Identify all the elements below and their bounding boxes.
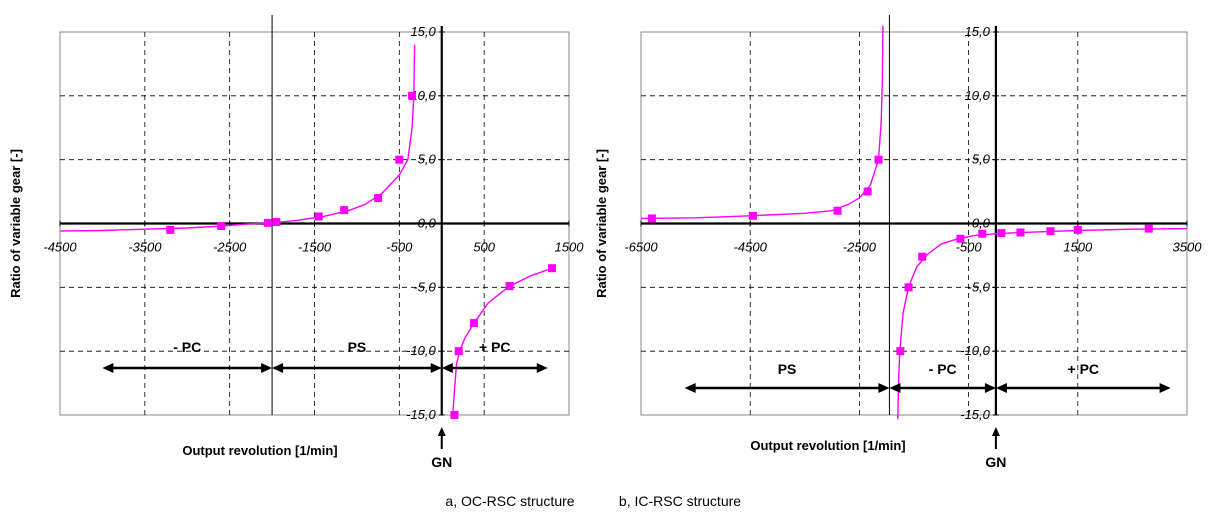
data-point bbox=[469, 319, 478, 328]
gn-arrow-head bbox=[991, 427, 1000, 436]
data-point bbox=[1046, 227, 1055, 236]
x-tick-label: -2500 bbox=[843, 240, 877, 255]
data-point bbox=[450, 411, 459, 419]
data-point bbox=[395, 155, 404, 164]
x-tick-label: -500 bbox=[386, 240, 413, 255]
data-point bbox=[997, 229, 1006, 238]
y-tick-label: 10,0 bbox=[410, 88, 436, 103]
y-axis-title: Ratio of variable gear [-] bbox=[594, 149, 609, 298]
data-point bbox=[833, 206, 842, 215]
region-arrow-head-left bbox=[889, 383, 901, 393]
x-tick-label: -4500 bbox=[43, 240, 77, 255]
data-point bbox=[647, 214, 656, 223]
y-tick-label: -5,0 bbox=[413, 279, 436, 294]
y-tick-label: 0,0 bbox=[972, 216, 991, 231]
region-label: PS bbox=[778, 361, 797, 377]
x-tick-label: 1500 bbox=[1063, 240, 1093, 255]
region-arrow-head-right bbox=[430, 363, 442, 373]
region-arrow-head-left bbox=[272, 363, 284, 373]
x-tick-label: -6500 bbox=[624, 240, 658, 255]
x-tick-label: 1500 bbox=[555, 240, 585, 255]
data-point bbox=[1144, 224, 1153, 233]
chart-ic-rsc: -6500 -4500 -2500 -500 1500 3500 15,0 10,0 5,0 0,… bbox=[594, 15, 1202, 470]
gn-marker-label: GN bbox=[431, 454, 452, 470]
region-arrow-head-left bbox=[441, 363, 453, 373]
data-point bbox=[505, 282, 514, 291]
y-tick-label: 15,0 bbox=[965, 24, 991, 39]
region-arrow-head-right bbox=[878, 383, 890, 393]
y-tick-label: 10,0 bbox=[965, 88, 991, 103]
data-point bbox=[1016, 228, 1025, 237]
data-point bbox=[166, 225, 175, 234]
region-arrow-head-right bbox=[1159, 383, 1171, 393]
x-tick-label: -3500 bbox=[128, 240, 162, 255]
data-point bbox=[217, 222, 226, 231]
x-tick-label: -4500 bbox=[734, 240, 768, 255]
data-point bbox=[454, 347, 463, 356]
x-tick-label: -500 bbox=[956, 240, 983, 255]
gn-marker-label: GN bbox=[985, 454, 1006, 470]
region-label: - PC bbox=[929, 361, 957, 377]
region-label: + PC bbox=[479, 339, 511, 355]
caption-oc-rsc: a, OC-RSC structure bbox=[445, 493, 574, 509]
data-point bbox=[272, 217, 281, 226]
y-tick-label: 15,0 bbox=[410, 24, 436, 39]
y-tick-label: 5,0 bbox=[418, 152, 437, 167]
region-label: PS bbox=[348, 339, 367, 355]
y-axis-title: Ratio of variable gear [-] bbox=[8, 149, 23, 298]
series-line bbox=[897, 227, 1187, 419]
x-tick-label: 500 bbox=[473, 240, 495, 255]
region-arrow-head-left bbox=[995, 383, 1007, 393]
series-line bbox=[641, 25, 884, 220]
x-tick-label: 3500 bbox=[1173, 240, 1203, 255]
x-tick-label: -2500 bbox=[213, 240, 247, 255]
data-point bbox=[408, 91, 417, 100]
x-tick-label: -1500 bbox=[298, 240, 332, 255]
y-tick-label: 5,0 bbox=[972, 152, 991, 167]
data-point bbox=[863, 187, 872, 196]
region-arrow-head-right bbox=[536, 363, 548, 373]
series-line bbox=[60, 44, 416, 232]
region-arrow-head-left bbox=[684, 383, 696, 393]
data-point bbox=[548, 264, 557, 273]
series-line bbox=[452, 267, 553, 416]
x-axis-title: Output revolution [1/min] bbox=[750, 438, 905, 453]
y-tick-label: -15,0 bbox=[960, 407, 990, 422]
data-point bbox=[896, 347, 905, 356]
data-point bbox=[918, 252, 927, 261]
data-point bbox=[874, 155, 883, 164]
y-tick-label: -5,0 bbox=[967, 279, 990, 294]
y-tick-label: -10,0 bbox=[960, 343, 990, 358]
region-label: + PC bbox=[1068, 361, 1100, 377]
x-axis-title: Output revolution [1/min] bbox=[182, 443, 337, 458]
region-arrow-head-right bbox=[984, 383, 996, 393]
data-point bbox=[904, 283, 913, 292]
caption-ic-rsc: b, IC-RSC structure bbox=[619, 493, 741, 509]
data-point bbox=[1073, 225, 1082, 234]
region-label: - PC bbox=[173, 339, 201, 355]
y-tick-label: -15,0 bbox=[406, 407, 436, 422]
chart-oc-rsc: -4500 -3500 -2500 -1500 -500 500 1500 15,0 10,0 5… bbox=[8, 15, 584, 470]
region-arrow-head-left bbox=[102, 363, 114, 373]
data-point bbox=[978, 229, 987, 238]
data-point bbox=[374, 193, 383, 202]
region-arrow-head-right bbox=[261, 363, 273, 373]
data-point bbox=[340, 206, 349, 215]
data-point bbox=[748, 211, 757, 220]
y-tick-label: -10,0 bbox=[406, 343, 436, 358]
data-point bbox=[956, 234, 965, 243]
data-point bbox=[314, 212, 323, 221]
y-tick-label: 0,0 bbox=[418, 216, 437, 231]
gn-arrow-head bbox=[437, 427, 446, 436]
data-point bbox=[263, 218, 272, 227]
